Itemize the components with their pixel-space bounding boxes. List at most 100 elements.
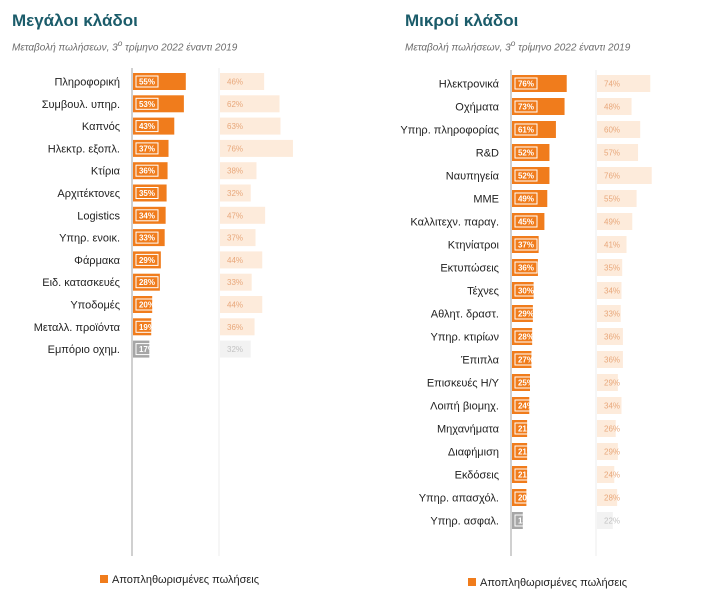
bar-value-label: 20% bbox=[139, 301, 155, 310]
subtitle-text: Μεταβολή πωλήσεων, 3 bbox=[12, 42, 118, 54]
bar-nominal-value-label: 24% bbox=[604, 471, 620, 480]
bar-deflated-sales bbox=[512, 305, 533, 322]
bar-deflated-sales bbox=[133, 139, 169, 157]
bar-value-box bbox=[514, 422, 538, 435]
bar-nominal-sales bbox=[597, 489, 618, 506]
bar-value-label: 28% bbox=[518, 333, 534, 342]
bar-nominal-value-label: 33% bbox=[227, 278, 243, 287]
category-label: Μεταλλ. προϊόντα bbox=[34, 322, 121, 334]
category-label: Υπηρ. ενοικ. bbox=[59, 233, 120, 245]
bar-nominal-sales bbox=[220, 139, 293, 157]
bar-value-label: 29% bbox=[518, 310, 534, 319]
bar-nominal-value-label: 62% bbox=[227, 100, 243, 109]
bar-deflated-sales bbox=[512, 144, 550, 161]
bar-nominal-value-label: 34% bbox=[604, 402, 620, 411]
bar-nominal-sales bbox=[597, 443, 618, 460]
category-label: Έπιπλα bbox=[460, 355, 500, 367]
bar-value-box bbox=[514, 284, 538, 297]
bar-value-label: 20% bbox=[518, 494, 534, 503]
bar-nominal-sales bbox=[220, 206, 266, 224]
bar-deflated-sales bbox=[512, 351, 532, 368]
chart-title-large-sectors: Μεγάλοι κλάδοι bbox=[12, 11, 138, 30]
bar-nominal-sales bbox=[220, 318, 255, 336]
bar-value-label: 52% bbox=[518, 172, 534, 181]
bar-value-box bbox=[514, 307, 538, 320]
category-label: Υποδομές bbox=[70, 300, 120, 312]
bar-nominal-value-label: 37% bbox=[227, 234, 243, 243]
bar-value-label: 37% bbox=[139, 144, 155, 153]
bar-nominal-value-label: 26% bbox=[604, 425, 620, 434]
bar-value-label: 36% bbox=[518, 264, 534, 273]
bar-nominal-sales bbox=[220, 340, 251, 358]
bar-deflated-sales bbox=[512, 397, 530, 414]
subtitle-text-rest: τρίμηνο 2022 έναντι 2019 bbox=[122, 42, 238, 54]
bar-value-label: 45% bbox=[518, 218, 534, 227]
subtitle-superscript: ο bbox=[510, 38, 516, 48]
bar-nominal-sales bbox=[597, 75, 651, 92]
bar-value-box bbox=[514, 192, 538, 205]
bar-value-box bbox=[135, 97, 159, 110]
bar-nominal-sales bbox=[597, 121, 641, 138]
bar-nominal-sales bbox=[220, 251, 263, 269]
bar-deflated-sales bbox=[133, 273, 160, 291]
bar-deflated-sales bbox=[512, 190, 548, 207]
bar-value-box bbox=[135, 231, 159, 244]
bar-value-label: 53% bbox=[139, 100, 155, 109]
bar-value-box bbox=[135, 142, 159, 155]
category-label: R&D bbox=[476, 148, 499, 160]
category-label: Κτηνίατροι bbox=[448, 240, 500, 252]
bar-value-label: 25% bbox=[518, 379, 534, 388]
bar-deflated-sales bbox=[512, 512, 523, 529]
bar-nominal-value-label: 63% bbox=[227, 122, 243, 131]
subtitle-superscript: ο bbox=[117, 38, 123, 48]
legend-large-sectors: Αποπληθωρισμένες πωλήσεις bbox=[100, 574, 259, 586]
bar-deflated-sales bbox=[512, 374, 530, 391]
bar-value-box bbox=[135, 187, 159, 199]
category-label: Οχήματα bbox=[455, 102, 499, 114]
bar-nominal-value-label: 46% bbox=[227, 78, 243, 87]
category-label: Αρχιτέκτονες bbox=[57, 188, 120, 200]
bar-deflated-sales bbox=[512, 167, 550, 184]
category-label: Logistics bbox=[77, 210, 120, 222]
bar-value-label: 49% bbox=[518, 195, 534, 204]
bar-deflated-sales bbox=[133, 162, 168, 180]
legend-swatch bbox=[468, 578, 476, 586]
bar-nominal-value-label: 48% bbox=[604, 103, 620, 112]
bar-nominal-sales bbox=[597, 351, 623, 368]
bar-nominal-sales bbox=[597, 190, 637, 207]
panel-large-sectors: Μεγάλοι κλάδοι Μεταβολή πωλήσεων, 3ο τρί… bbox=[12, 11, 293, 586]
bar-nominal-sales bbox=[597, 167, 652, 184]
bar-nominal-sales bbox=[597, 305, 621, 322]
bar-value-label: 33% bbox=[139, 234, 155, 243]
bar-value-label: 17% bbox=[139, 345, 155, 354]
bar-nominal-sales bbox=[597, 259, 623, 276]
bar-nominal-sales bbox=[220, 229, 256, 247]
bar-deflated-sales bbox=[512, 328, 533, 345]
bar-nominal-value-label: 32% bbox=[227, 189, 243, 198]
bar-nominal-value-label: 32% bbox=[227, 345, 243, 354]
bar-nominal-value-label: 33% bbox=[604, 310, 620, 319]
bar-nominal-sales bbox=[597, 397, 622, 414]
bar-value-label: 36% bbox=[139, 167, 155, 176]
bar-deflated-sales bbox=[133, 340, 150, 358]
bar-value-label: 35% bbox=[139, 189, 155, 198]
bar-value-label: 15% bbox=[518, 517, 534, 526]
bar-nominal-value-label: 41% bbox=[604, 241, 620, 250]
bar-nominal-value-label: 57% bbox=[604, 149, 620, 158]
bar-value-label: 76% bbox=[518, 80, 534, 89]
bar-deflated-sales bbox=[512, 282, 534, 299]
bar-nominal-value-label: 49% bbox=[604, 218, 620, 227]
category-label: Υπηρ. ασφαλ. bbox=[430, 516, 499, 528]
bar-deflated-sales bbox=[133, 73, 186, 90]
panel-small-sectors: Μικροί κλάδοι Μεταβολή πωλήσεων, 3ο τρίμ… bbox=[364, 0, 728, 600]
subtitle-text: Μεταβολή πωλήσεων, 3 bbox=[405, 42, 511, 54]
bar-nominal-sales bbox=[597, 466, 615, 483]
bar-deflated-sales bbox=[512, 213, 545, 230]
bar-nominal-sales bbox=[597, 328, 623, 345]
bar-nominal-value-label: 76% bbox=[227, 144, 243, 153]
bar-value-label: 24% bbox=[518, 402, 534, 411]
category-label: Υπηρ. κτιρίων bbox=[431, 332, 500, 344]
bar-deflated-sales bbox=[512, 121, 556, 138]
category-label: Εκδόσεις bbox=[455, 470, 499, 482]
bar-value-label: 28% bbox=[139, 278, 155, 287]
